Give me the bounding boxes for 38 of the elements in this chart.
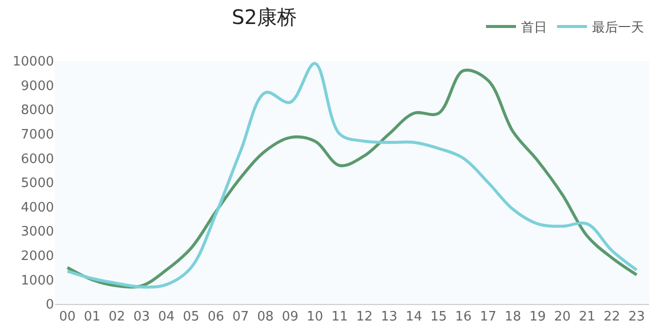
y-tick-label: 8000 [20,103,54,118]
x-tick-label: 08 [257,310,274,325]
x-tick-label: 17 [480,310,496,325]
x-tick-label: 20 [554,310,571,325]
x-tick-label: 21 [578,310,596,325]
y-tick-label: 1000 [20,273,54,288]
x-tick-label: 00 [59,310,76,325]
chart-title: S2康桥 [232,5,298,30]
x-tick-label: 12 [356,310,373,325]
x-tick-label: 05 [182,310,200,325]
x-tick-label: 14 [406,310,422,325]
y-tick-label: 6000 [20,152,54,167]
y-tick-label: 10000 [12,54,54,70]
y-tick-label: 4000 [20,200,54,216]
x-tick-label: 02 [108,310,126,325]
legend-label: 首日 [521,20,547,36]
legend-label: 最后一天 [592,20,644,36]
x-tick-label: 15 [430,310,447,325]
x-tick-label: 07 [232,310,249,325]
x-tick-label: 09 [282,310,298,325]
x-tick-label: 23 [628,310,645,325]
x-tick-label: 19 [529,310,546,325]
x-tick-label: 13 [380,310,398,325]
y-tick-label: 0 [46,298,54,313]
y-tick-label: 5000 [20,176,54,192]
y-tick-label: 2000 [20,248,54,264]
x-tick-label: 10 [306,310,324,325]
x-tick-label: 22 [604,310,620,325]
x-tick-label: 16 [455,310,472,325]
x-tick-label: 03 [133,310,150,325]
y-tick-label: 7000 [20,127,54,142]
x-tick-label: 01 [84,310,100,325]
y-tick-label: 3000 [20,224,54,240]
y-tick-label: 9000 [20,78,54,94]
x-tick-label: 06 [208,310,224,325]
x-tick-label: 18 [504,310,522,325]
x-tick-label: 04 [158,310,175,325]
x-tick-label: 11 [331,310,348,325]
